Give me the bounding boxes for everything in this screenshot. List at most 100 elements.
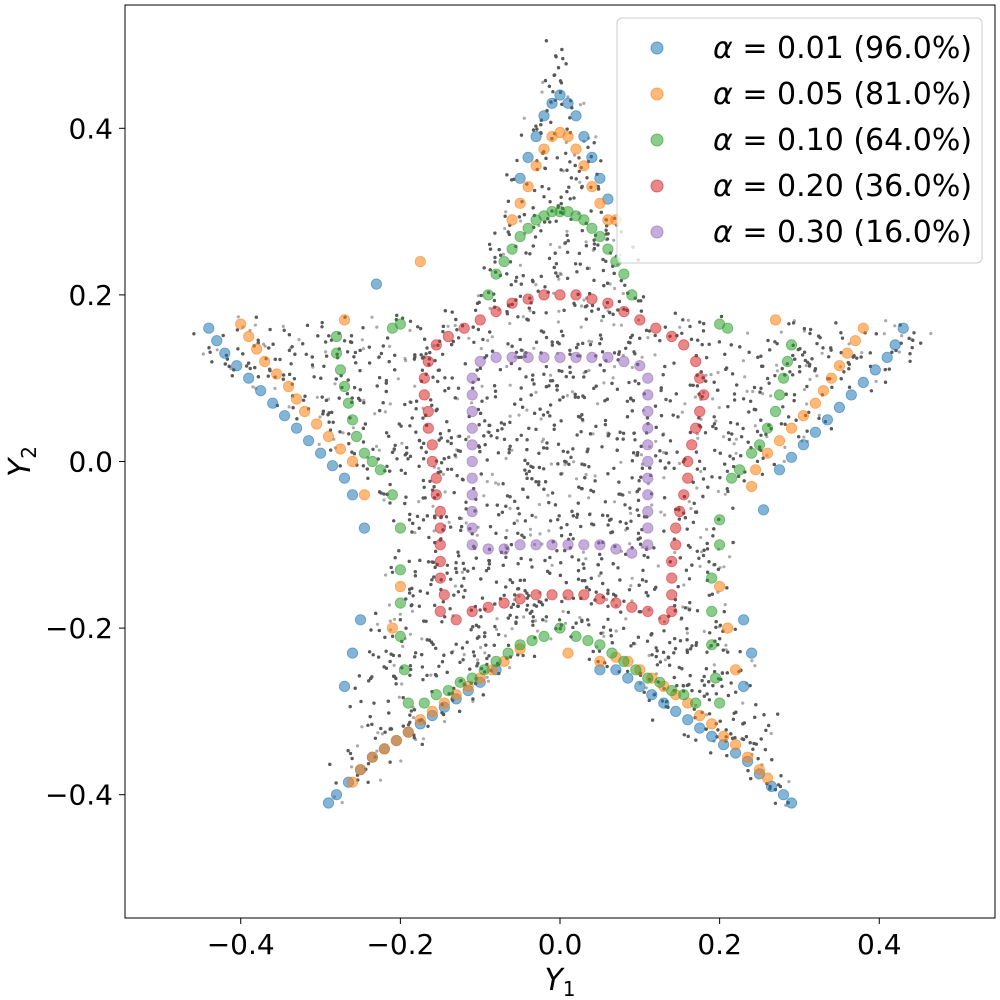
background-point (494, 481, 498, 485)
background-point (534, 283, 538, 287)
background-point (614, 629, 618, 633)
background-point (375, 622, 380, 626)
background-point (805, 402, 809, 406)
background-point (504, 456, 508, 461)
background-point (693, 395, 698, 399)
background-point (704, 373, 708, 377)
background-point (380, 732, 384, 736)
background-point (411, 716, 416, 720)
background-point (537, 502, 542, 507)
background-point (479, 645, 483, 650)
background-point (420, 637, 424, 641)
background-point (384, 573, 388, 577)
background-point (647, 653, 651, 658)
background-point (847, 342, 851, 346)
background-point (536, 629, 540, 633)
background-point (541, 437, 546, 441)
background-point (608, 282, 612, 286)
background-point (324, 350, 328, 354)
background-point (565, 394, 570, 398)
background-point (490, 472, 494, 476)
background-point (591, 432, 595, 436)
background-point (546, 493, 550, 497)
background-point (431, 504, 435, 508)
background-point (251, 385, 255, 389)
background-point (413, 531, 417, 535)
background-point (400, 682, 404, 686)
background-point (787, 780, 791, 784)
background-point (374, 444, 379, 448)
background-point (519, 219, 523, 223)
background-point (663, 658, 668, 662)
background-point (590, 340, 594, 344)
background-point (700, 550, 704, 554)
background-point (897, 350, 901, 354)
background-point (644, 686, 648, 690)
background-point (624, 617, 628, 621)
background-point (782, 459, 786, 463)
background-point (779, 330, 783, 334)
background-point (808, 377, 812, 381)
background-point (734, 451, 738, 455)
background-point (724, 643, 728, 647)
background-point (508, 321, 512, 326)
background-point (681, 605, 685, 609)
background-point (467, 336, 471, 340)
background-point (495, 627, 499, 632)
background-point (488, 306, 492, 310)
background-point (453, 323, 457, 328)
background-point (678, 325, 682, 329)
background-point (874, 379, 878, 383)
background-point (563, 621, 568, 625)
background-point (540, 440, 544, 444)
background-point (388, 402, 392, 406)
background-point (680, 410, 684, 414)
background-point (236, 315, 240, 319)
background-point (525, 408, 529, 412)
background-point (350, 765, 354, 769)
background-points (192, 39, 933, 807)
background-point (578, 616, 582, 620)
background-point (460, 570, 464, 574)
background-point (521, 315, 525, 319)
background-point (695, 486, 699, 490)
background-point (677, 461, 682, 466)
background-point (557, 277, 561, 281)
background-point (533, 619, 538, 623)
background-point (515, 519, 519, 523)
background-point (802, 435, 806, 439)
background-point (630, 576, 634, 580)
background-point (408, 328, 412, 332)
background-point (705, 713, 709, 717)
background-point (392, 617, 397, 621)
background-point (820, 351, 824, 355)
background-point (382, 498, 386, 502)
background-point (709, 373, 713, 377)
background-point (508, 506, 512, 510)
background-point (741, 359, 746, 363)
background-point (287, 405, 291, 409)
background-point (612, 500, 617, 504)
background-point (587, 339, 591, 343)
background-point (480, 384, 484, 388)
background-point (375, 325, 379, 329)
background-point (717, 406, 721, 410)
background-point (388, 619, 392, 623)
background-point (698, 564, 702, 569)
background-point (702, 629, 706, 634)
background-point (775, 363, 779, 367)
background-point (612, 323, 616, 327)
background-point (317, 442, 321, 446)
background-point (397, 695, 401, 699)
background-point (355, 744, 360, 748)
background-point (712, 663, 716, 667)
background-point (627, 490, 632, 494)
background-point (522, 615, 526, 619)
background-point (361, 347, 365, 351)
background-point (612, 238, 616, 242)
background-point (663, 513, 667, 517)
background-point (714, 419, 718, 423)
background-point (728, 555, 732, 559)
background-point (534, 390, 538, 394)
background-point (723, 603, 727, 607)
